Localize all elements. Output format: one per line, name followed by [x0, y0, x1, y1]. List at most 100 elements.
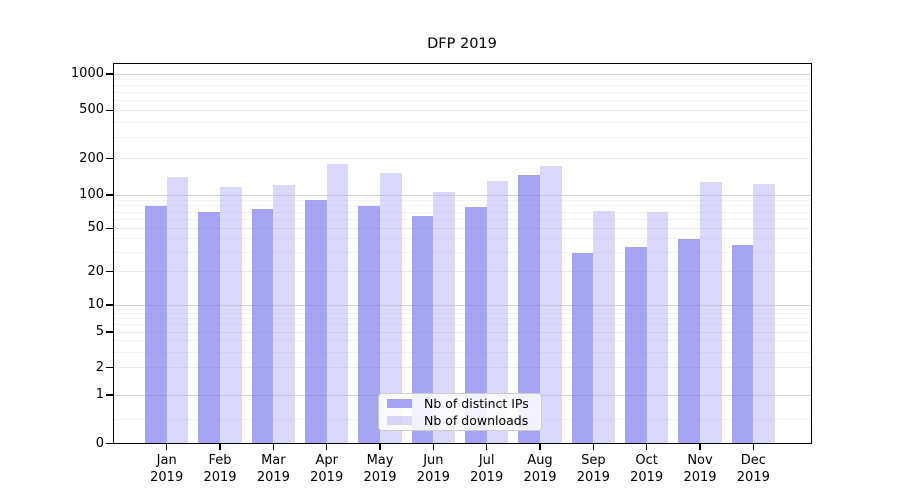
- gridline: [113, 227, 811, 229]
- x-tick-label: May 2019: [363, 452, 397, 485]
- gridline: [113, 313, 811, 315]
- gridline: [113, 318, 811, 320]
- y-tick-label: 1000: [70, 66, 104, 81]
- y-tick-label: 0: [95, 435, 104, 451]
- bar-downloads: [486, 180, 509, 444]
- y-tick-mark: [106, 227, 113, 229]
- bar-downloads: [380, 172, 402, 444]
- gridline: [113, 271, 811, 273]
- y-tick-label: 5: [95, 324, 104, 340]
- y-tick-label: 200: [79, 150, 104, 166]
- bar-downloads: [326, 164, 349, 444]
- bar-distinct-ips: [625, 246, 647, 444]
- gridline: [113, 367, 811, 369]
- bar-downloads: [220, 186, 242, 444]
- x-tick-mark: [272, 443, 274, 450]
- gridline: [113, 340, 811, 342]
- x-tick-label: Jul 2019: [470, 452, 504, 485]
- bar-distinct-ips: [358, 205, 380, 444]
- y-tick-label: 1: [95, 387, 104, 402]
- y-tick-mark: [106, 194, 113, 196]
- gridline: [113, 211, 811, 213]
- gridline: [113, 331, 811, 333]
- y-tick-mark: [106, 331, 113, 333]
- gridline: [113, 158, 811, 160]
- legend-swatch-distinct-ips: [387, 399, 412, 408]
- x-tick-mark: [646, 443, 648, 450]
- x-tick-label: Nov 2019: [683, 452, 717, 485]
- legend-item-distinct-ips: Nb of distinct IPs: [387, 395, 533, 412]
- y-tick-mark: [106, 109, 113, 111]
- y-tick-mark: [106, 367, 113, 369]
- x-tick-mark: [432, 443, 434, 450]
- y-tick-mark: [106, 304, 113, 306]
- y-tick-mark: [106, 271, 113, 273]
- x-tick-label: Aug 2019: [523, 452, 557, 485]
- bar-distinct-ips: [465, 206, 487, 444]
- x-tick-mark: [379, 443, 381, 450]
- gridline: [113, 218, 811, 220]
- bar-distinct-ips: [251, 208, 274, 444]
- gridline: [113, 205, 811, 207]
- y-tick-label: 50: [87, 220, 104, 236]
- legend: Nb of distinct IPs Nb of downloads: [378, 393, 542, 431]
- bar-distinct-ips: [411, 215, 434, 444]
- legend-label-distinct-ips: Nb of distinct IPs: [424, 396, 529, 411]
- gridline: [113, 79, 811, 81]
- bar-downloads: [700, 182, 722, 444]
- gridline: [113, 238, 811, 240]
- bar-downloads: [753, 184, 775, 444]
- x-tick-label: Feb 2019: [203, 452, 237, 485]
- x-tick-label: Jun 2019: [416, 452, 450, 485]
- x-tick-mark: [166, 443, 168, 450]
- bar-distinct-ips: [731, 245, 754, 444]
- bar-distinct-ips: [678, 238, 700, 444]
- y-tick-label: 100: [79, 187, 104, 202]
- bar-distinct-ips: [518, 175, 540, 444]
- gridline: [113, 324, 811, 326]
- y-tick-mark: [106, 394, 113, 396]
- bar-distinct-ips: [198, 212, 221, 444]
- plot-area-border: [112, 62, 812, 444]
- y-tick-mark: [106, 442, 113, 445]
- bar-downloads: [433, 192, 455, 444]
- x-tick-label: Sep 2019: [576, 452, 610, 485]
- bar-distinct-ips: [145, 205, 167, 444]
- chart-title: DFP 2019: [427, 36, 497, 52]
- y-tick-label: 10: [87, 297, 104, 312]
- gridline: [113, 351, 811, 353]
- y-tick-label: 20: [87, 263, 104, 279]
- x-tick-mark: [592, 443, 594, 450]
- y-tick-label: 2: [95, 359, 104, 375]
- bar-downloads: [540, 165, 562, 444]
- gridline: [113, 194, 811, 196]
- x-tick-mark: [539, 443, 541, 450]
- x-tick-label: Apr 2019: [310, 452, 344, 485]
- x-tick-label: Mar 2019: [256, 452, 290, 485]
- x-tick-mark: [326, 443, 328, 450]
- x-tick-mark: [219, 443, 221, 450]
- x-tick-mark: [486, 443, 488, 450]
- y-tick-mark: [106, 157, 113, 160]
- gridline: [113, 308, 811, 310]
- gridline: [113, 85, 811, 87]
- x-tick-label: Dec 2019: [736, 452, 770, 485]
- bar-distinct-ips: [571, 252, 594, 444]
- gridline: [113, 73, 811, 75]
- gridline: [113, 136, 811, 138]
- x-tick-label: Oct 2019: [630, 452, 664, 485]
- gridline: [113, 92, 811, 94]
- gridline: [113, 199, 811, 201]
- x-tick-mark: [699, 443, 701, 450]
- y-tick-label: 500: [79, 102, 104, 118]
- legend-swatch-downloads: [387, 416, 412, 425]
- bar-distinct-ips: [305, 200, 327, 444]
- gridline: [113, 304, 811, 306]
- gridline: [113, 100, 811, 102]
- bar-downloads: [166, 176, 189, 444]
- bar-downloads: [646, 212, 669, 444]
- gridline: [113, 121, 811, 123]
- x-tick-label: Jan 2019: [150, 452, 184, 485]
- bar-downloads: [273, 185, 295, 444]
